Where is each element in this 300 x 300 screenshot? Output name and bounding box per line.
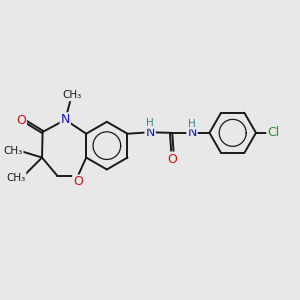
Text: O: O bbox=[16, 114, 26, 128]
Text: CH₃: CH₃ bbox=[3, 146, 22, 156]
Text: H: H bbox=[146, 118, 154, 128]
Text: H: H bbox=[188, 118, 196, 129]
Text: N: N bbox=[61, 113, 70, 126]
Text: CH₃: CH₃ bbox=[63, 90, 82, 100]
Text: CH₃: CH₃ bbox=[6, 173, 26, 183]
Text: Cl: Cl bbox=[267, 126, 280, 140]
Text: N: N bbox=[146, 126, 155, 139]
Text: O: O bbox=[168, 152, 178, 166]
Text: N: N bbox=[187, 126, 197, 140]
Text: O: O bbox=[73, 176, 83, 188]
